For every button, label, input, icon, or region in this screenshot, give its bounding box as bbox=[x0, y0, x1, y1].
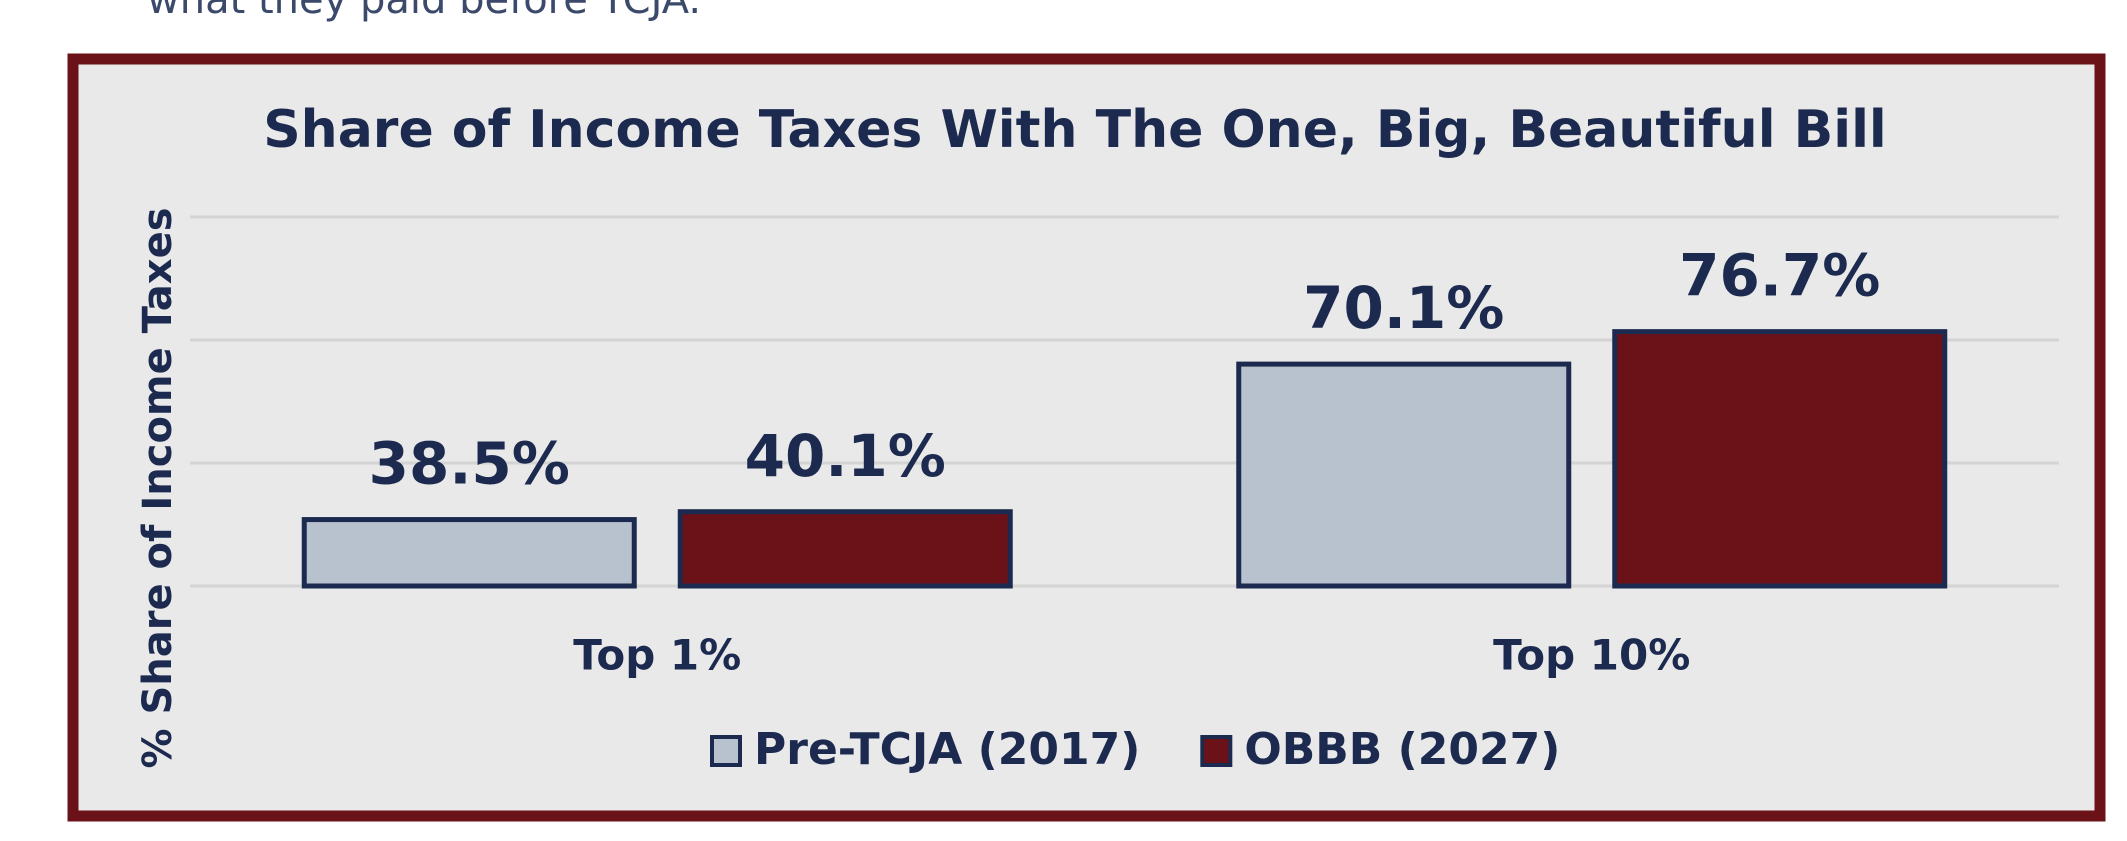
legend-swatch bbox=[1200, 735, 1233, 767]
bar bbox=[301, 517, 637, 589]
legend-label: OBBB (2027) bbox=[1244, 724, 1560, 775]
x-tick-label: Top 10% bbox=[1493, 631, 1690, 680]
bar bbox=[1236, 361, 1572, 589]
value-label: 70.1% bbox=[1303, 274, 1504, 342]
legend-label: Pre-TCJA (2017) bbox=[754, 724, 1140, 775]
y-axis-label: % Share of Income Taxes bbox=[135, 207, 181, 768]
bar bbox=[677, 509, 1013, 589]
value-label: 76.7% bbox=[1679, 242, 1880, 310]
chart-title: Share of Income Taxes With The One, Big,… bbox=[263, 100, 1887, 160]
x-tick-label: Top 1% bbox=[573, 631, 741, 680]
intro-text: what they paid before TCJA. bbox=[147, 0, 701, 23]
bar bbox=[1612, 329, 1948, 589]
value-label: 40.1% bbox=[745, 422, 946, 490]
legend-swatch bbox=[710, 735, 742, 767]
value-label: 38.5% bbox=[369, 430, 570, 498]
